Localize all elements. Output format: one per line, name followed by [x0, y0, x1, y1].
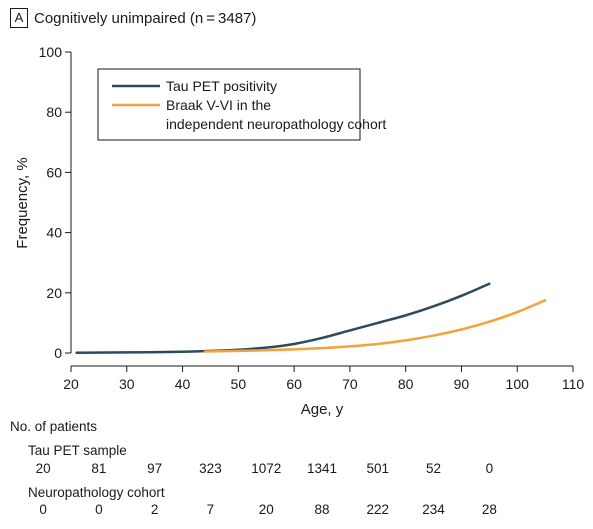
- patient-count: 1072: [251, 461, 282, 476]
- patient-count: 88: [314, 502, 330, 517]
- patient-count: 501: [366, 461, 390, 476]
- patient-count: 222: [366, 502, 390, 517]
- neuropathology-cohort-label: Neuropathology cohort: [28, 485, 165, 500]
- patient-count: 234: [422, 502, 445, 517]
- y-tick-label: 40: [46, 225, 62, 241]
- y-tick-label: 100: [39, 44, 63, 60]
- x-tick-label: 50: [231, 376, 247, 392]
- y-tick-label: 0: [54, 345, 62, 361]
- x-tick-label: 40: [175, 376, 191, 392]
- braak-line: [203, 299, 547, 353]
- y-tick-label: 20: [46, 285, 62, 301]
- patient-count: 7: [206, 502, 215, 517]
- x-tick-label: 60: [286, 376, 302, 392]
- x-tick-label: 20: [63, 376, 79, 392]
- panel-letter: A: [10, 8, 28, 28]
- x-axis-label: Age, y: [301, 401, 344, 418]
- legend-label-tau: Tau PET positivity: [166, 78, 277, 94]
- patient-count: 81: [91, 461, 107, 476]
- patient-count: 1341: [306, 461, 338, 476]
- series-lines: [75, 282, 547, 354]
- patient-count: 97: [147, 461, 163, 476]
- patient-count: 0: [39, 502, 47, 517]
- legend-label-braak: Braak V-VI in the independent neuropathol…: [166, 97, 386, 132]
- patient-count: 0: [485, 461, 494, 476]
- x-tick-label: 90: [454, 376, 470, 392]
- patient-count: 0: [95, 502, 103, 517]
- y-tick-label: 60: [46, 164, 62, 180]
- y-tick-label: 80: [46, 104, 62, 120]
- legend: Tau PET positivity Braak V-VI in the inde…: [97, 68, 386, 141]
- x-tick-label: 30: [119, 376, 135, 392]
- y-axis-label: Frequency, %: [14, 157, 31, 248]
- patient-count: 28: [481, 502, 497, 517]
- patients-heading: No. of patients: [10, 419, 98, 434]
- patient-count: 52: [426, 461, 442, 476]
- panel-header: A Cognitively unimpaired (n = 3487): [10, 8, 256, 28]
- x-tick-label: 70: [342, 376, 358, 392]
- tau-pet-line: [75, 282, 491, 354]
- patient-count: 323: [199, 461, 222, 476]
- patient-count: 20: [258, 502, 274, 517]
- x-tick-label: 110: [562, 376, 585, 392]
- x-tick-label: 100: [506, 376, 530, 392]
- tau-pet-sample-label: Tau PET sample: [28, 443, 127, 458]
- patient-count: 2: [150, 502, 159, 517]
- patient-count: 20: [35, 461, 51, 476]
- x-tick-label: 80: [398, 376, 414, 392]
- chart-title: Cognitively unimpaired (n = 3487): [34, 9, 257, 27]
